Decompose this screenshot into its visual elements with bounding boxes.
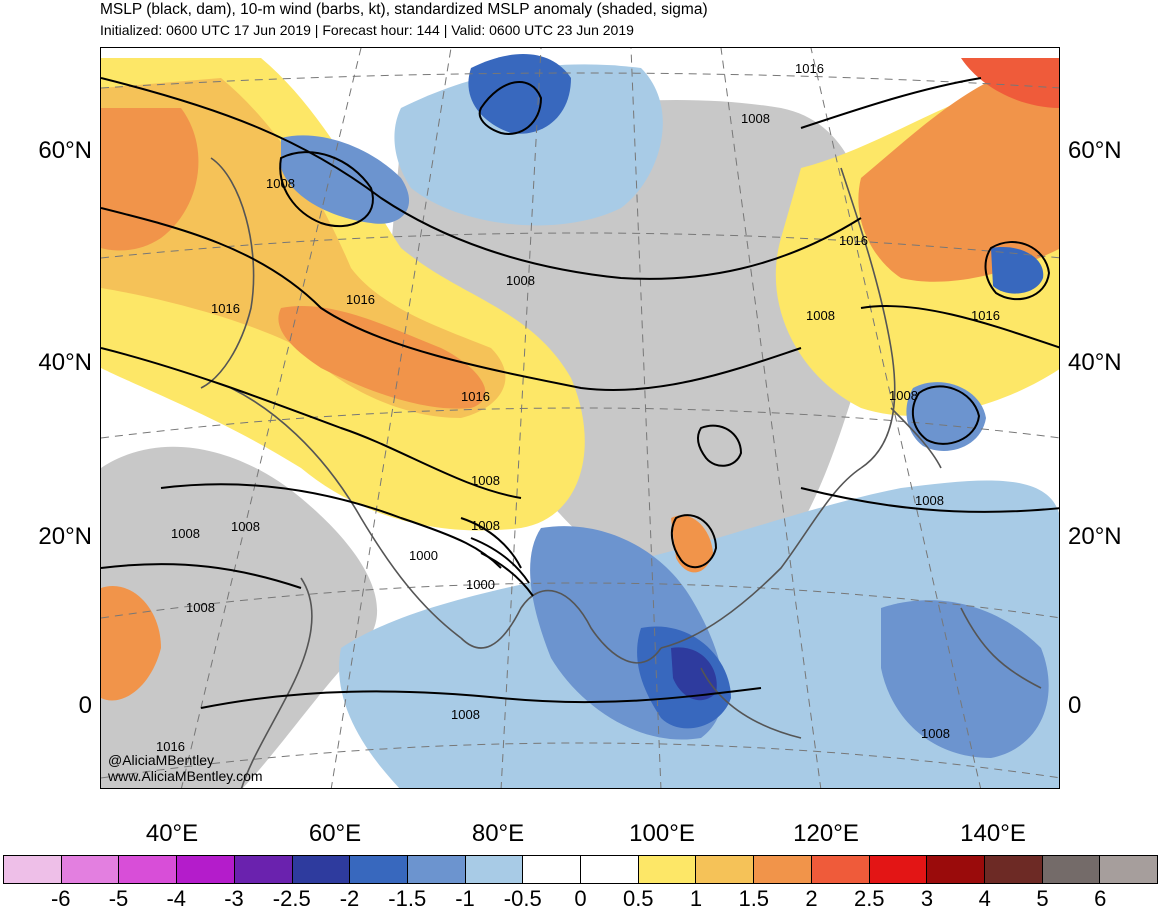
contour-label: 1008 xyxy=(806,308,835,323)
lon-label: 140°E xyxy=(960,820,1026,847)
colorbar-label: 0.5 xyxy=(622,886,654,911)
lon-label: 80°E xyxy=(471,820,525,847)
colorbar-label: 5 xyxy=(1036,886,1049,911)
contour-label: 1008 xyxy=(915,493,944,508)
colorbar-swatch xyxy=(61,856,120,883)
blue-region-west-pacific xyxy=(881,600,1049,758)
colorbar-swatch xyxy=(869,856,928,883)
lon-label: 100°E xyxy=(629,820,695,847)
graticule xyxy=(101,48,1059,788)
colorbar-label: -3 xyxy=(224,886,244,911)
blue-region-kamchatka xyxy=(991,247,1044,294)
colorbar-swatch xyxy=(1042,856,1101,883)
colorbar-swatch xyxy=(638,856,697,883)
colorbar-label: 3 xyxy=(920,886,934,911)
lat-label-right: 40°N xyxy=(1068,349,1122,376)
colorbar-swatch xyxy=(465,856,524,883)
colorbar-label: -2.5 xyxy=(272,886,311,911)
lat-label-right: 60°N xyxy=(1068,137,1122,164)
colorbar-swatch xyxy=(811,856,870,883)
orange-region-east xyxy=(858,58,1059,282)
contour-label: 1016 xyxy=(211,301,240,316)
colorbar-label: -4 xyxy=(166,886,187,911)
lon-label: 60°E xyxy=(308,820,362,847)
colorbar-swatch xyxy=(234,856,293,883)
gray-region-africa xyxy=(101,446,378,788)
orange-region-caspian xyxy=(278,306,486,409)
contour-label: 1016 xyxy=(971,308,1000,323)
contour-labels: 1016 1008 1008 1008 1016 1016 1008 1016 … xyxy=(156,61,1000,754)
lon-label: 40°E xyxy=(145,820,199,847)
colorbar-label: -1 xyxy=(455,886,475,911)
contour-label: 1008 xyxy=(266,176,295,191)
contour-label: 1016 xyxy=(461,389,490,404)
colorbar-swatch xyxy=(177,856,235,883)
contour-label: 1016 xyxy=(795,61,824,76)
map-title: MSLP (black, dam), 10-m wind (barbs, kt)… xyxy=(100,1,708,18)
contour-label: 1008 xyxy=(741,111,770,126)
colorbar-label: 1 xyxy=(689,886,703,911)
credit-website: www.AliciaMBentley.com xyxy=(108,768,263,784)
colorbar-label: -2 xyxy=(339,886,360,911)
colorbar-swatch xyxy=(927,856,985,883)
contour-label: 1000 xyxy=(466,577,495,592)
colorbar-label: -5 xyxy=(108,886,129,911)
map-graphics: 1016 1008 1008 1008 1016 1016 1008 1016 … xyxy=(101,48,1059,788)
blue-region-north xyxy=(394,64,663,226)
contour-label: 1008 xyxy=(471,473,500,488)
colorbar-label: 0 xyxy=(574,886,587,911)
colorbar-swatch xyxy=(696,856,755,883)
contour-label: 1008 xyxy=(171,526,200,541)
colorbar-swatch xyxy=(119,856,178,883)
credit-handle: @AliciaMBentley xyxy=(108,752,215,768)
contour-label: 1008 xyxy=(889,388,918,403)
contour-label: 1016 xyxy=(839,233,868,248)
lon-label: 120°E xyxy=(793,820,859,847)
red-region-northeast xyxy=(961,58,1059,108)
contour-label: 1008 xyxy=(921,726,950,741)
lat-label-left: 0 xyxy=(78,692,92,719)
lat-label-left: 40°N xyxy=(38,349,92,376)
colorbar-swatch xyxy=(292,856,351,883)
forecast-map: 1016 1008 1008 1008 1016 1016 1008 1016 … xyxy=(100,47,1060,789)
colorbar-swatch xyxy=(754,856,812,883)
lat-label-left: 20°N xyxy=(38,523,92,550)
anomaly-shading xyxy=(101,54,1059,788)
blue-region-japan-low xyxy=(906,382,986,451)
colorbar-label: 1.5 xyxy=(738,886,770,911)
contour-label: 1016 xyxy=(156,739,185,754)
map-subtitle: Initialized: 0600 UTC 17 Jun 2019 | Fore… xyxy=(100,22,634,38)
colorbar-label: -1.5 xyxy=(388,886,427,911)
contour-label: 1008 xyxy=(451,707,480,722)
colorbar-swatch xyxy=(407,856,466,883)
orange-region-india-east xyxy=(671,515,713,573)
contour-label: 1008 xyxy=(506,273,535,288)
contour-label: 1016 xyxy=(346,292,375,307)
blue-region-scandinavia xyxy=(281,135,410,224)
colorbar-swatch xyxy=(350,856,408,883)
colorbar-swatch xyxy=(523,856,582,883)
contour-label: 1008 xyxy=(186,600,215,615)
colorbar-label: 4 xyxy=(978,886,991,911)
coastlines xyxy=(200,157,1042,788)
colorbar-swatch xyxy=(4,856,62,883)
contour-label: 1008 xyxy=(231,519,260,534)
colorbar-swatch xyxy=(581,856,639,883)
contour-label: 1000 xyxy=(409,548,438,563)
orange-region-east-africa xyxy=(101,586,161,701)
navy-region-indochina xyxy=(671,647,717,701)
colorbar-label: 2 xyxy=(805,886,818,911)
lat-label-right: 0 xyxy=(1068,692,1082,719)
colorbar-label: -0.5 xyxy=(503,886,542,911)
colorbar-swatch xyxy=(984,856,1043,883)
lat-label-right: 20°N xyxy=(1068,523,1122,550)
contour-label: 1008 xyxy=(471,518,500,533)
colorbar-swatch xyxy=(1100,856,1158,883)
isobars xyxy=(101,77,1059,709)
colorbar-label: 2.5 xyxy=(853,886,885,911)
colorbar-label: 6 xyxy=(1094,886,1107,911)
lat-label-left: 60°N xyxy=(38,137,92,164)
colorbar-label: -6 xyxy=(50,886,71,911)
colorbar xyxy=(3,855,1158,884)
